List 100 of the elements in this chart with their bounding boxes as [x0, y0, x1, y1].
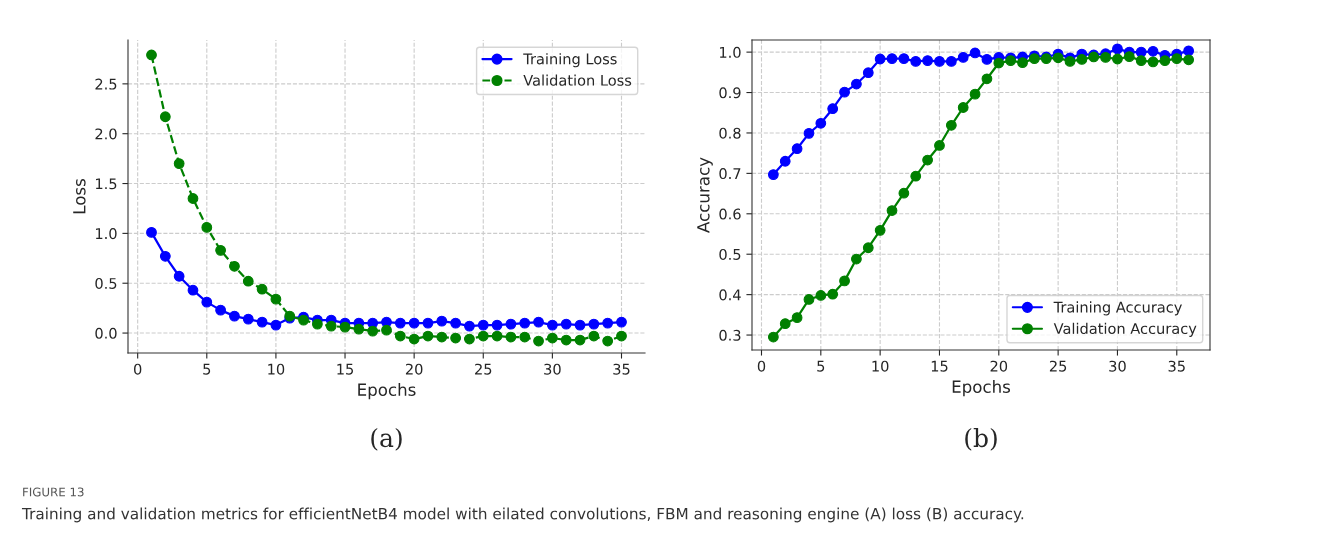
- x-tick-label: 15: [337, 363, 354, 375]
- legend-label: Validation Loss: [523, 74, 632, 86]
- y-tick-label: 2.5: [95, 78, 117, 90]
- point: [981, 73, 993, 85]
- point: [201, 296, 213, 308]
- point: [146, 227, 157, 238]
- point: [827, 288, 839, 300]
- point: [325, 320, 337, 332]
- point: [491, 330, 503, 342]
- point: [922, 55, 933, 66]
- point: [602, 335, 614, 347]
- y-tick-label: 1.0: [719, 46, 741, 58]
- point: [981, 54, 993, 65]
- point: [616, 330, 627, 342]
- point: [450, 332, 461, 344]
- x-tick-label: 20: [990, 360, 1008, 372]
- point: [547, 332, 558, 344]
- y-tick-label: 0.5: [719, 248, 741, 260]
- point: [367, 325, 379, 337]
- point: [339, 321, 351, 333]
- y-tick-label: 0.6: [719, 208, 741, 220]
- point: [862, 242, 874, 254]
- point: [242, 275, 254, 287]
- point: [394, 330, 406, 342]
- point: [436, 315, 448, 327]
- point: [1052, 52, 1064, 64]
- point: [422, 317, 434, 329]
- point: [1112, 43, 1123, 55]
- y-axis-title: Loss: [73, 179, 86, 214]
- point: [839, 86, 850, 98]
- point: [602, 317, 614, 329]
- point: [1112, 53, 1123, 65]
- point: [533, 335, 544, 347]
- point: [477, 319, 489, 331]
- point: [969, 88, 981, 100]
- point: [215, 304, 226, 316]
- point: [173, 270, 185, 282]
- y-tick-label: 0.0: [95, 327, 117, 339]
- x-tick-label: 25: [475, 363, 492, 375]
- point: [146, 49, 157, 61]
- point: [1183, 54, 1195, 66]
- point: [874, 224, 886, 236]
- point: [803, 127, 815, 139]
- point: [1147, 45, 1159, 57]
- point: [945, 119, 957, 131]
- point: [408, 317, 420, 329]
- point: [353, 323, 365, 335]
- x-tick-label: 30: [544, 363, 561, 375]
- point: [1123, 51, 1135, 62]
- x-axis-title: Epochs: [358, 383, 416, 400]
- point: [450, 317, 461, 329]
- x-tick-label: 20: [405, 363, 423, 375]
- point: [779, 318, 791, 330]
- point: [1064, 56, 1076, 67]
- point: [464, 320, 475, 332]
- point: [1183, 45, 1195, 57]
- point: [862, 67, 874, 79]
- y-tick-label: 0.5: [95, 277, 117, 289]
- point: [270, 319, 282, 331]
- point: [394, 317, 406, 329]
- point: [256, 283, 268, 295]
- x-axis-title: Epochs: [952, 380, 1011, 397]
- point: [957, 52, 969, 63]
- point: [201, 222, 213, 233]
- point: [560, 318, 572, 330]
- y-tick-label: 0.9: [719, 87, 741, 99]
- x-tick-label: 25: [1049, 360, 1067, 372]
- point: [519, 317, 531, 329]
- point: [779, 155, 791, 167]
- y-axis-title: Accuracy: [697, 157, 713, 233]
- point: [312, 318, 323, 330]
- y-tick-label: 0.7: [719, 168, 741, 180]
- legend-label: Validation Accuracy: [1053, 322, 1197, 337]
- point: [464, 333, 475, 345]
- point: [159, 111, 171, 123]
- point: [851, 78, 862, 90]
- caption: FIGURE 13: [23, 487, 84, 497]
- point: [505, 318, 517, 330]
- y-tick-label: 1.0: [95, 228, 117, 240]
- point: [815, 290, 827, 301]
- y-tick-label: 2.0: [95, 128, 117, 140]
- point: [408, 333, 420, 345]
- point: [886, 205, 898, 216]
- point: [436, 331, 448, 343]
- point: [187, 284, 199, 296]
- point: [957, 102, 969, 113]
- point: [934, 56, 945, 67]
- point: [560, 334, 572, 346]
- point: [159, 250, 171, 262]
- point: [898, 187, 910, 199]
- x-tick-label: 5: [203, 363, 211, 375]
- point: [173, 158, 185, 169]
- point: [1076, 54, 1088, 65]
- y-tick-label: 0.3: [719, 329, 741, 341]
- point: [616, 316, 627, 328]
- point: [1171, 53, 1183, 64]
- x-tick-label: 0: [134, 363, 142, 375]
- point: [993, 57, 1005, 69]
- point: [839, 275, 850, 287]
- point: [969, 47, 981, 59]
